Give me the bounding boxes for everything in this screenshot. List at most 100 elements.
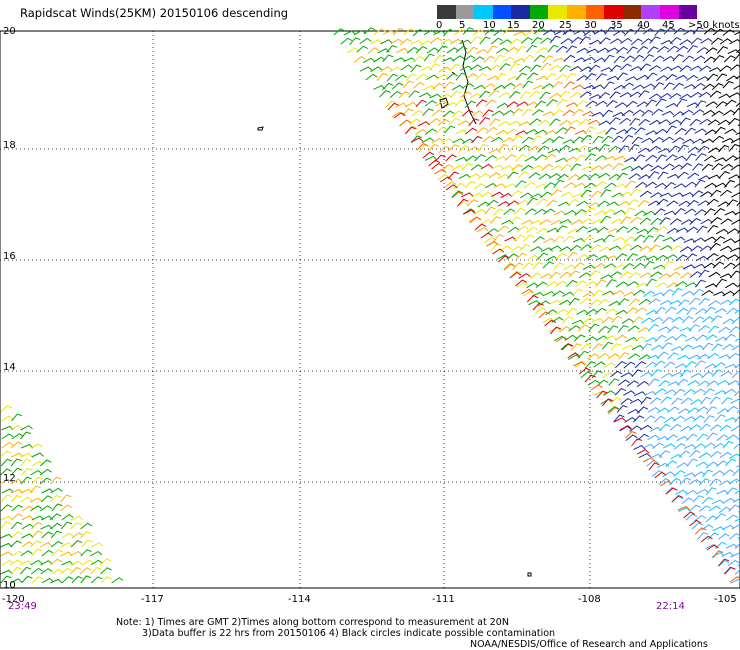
wind-barb	[641, 137, 654, 144]
wind-barb	[681, 109, 694, 116]
wind-barb	[706, 380, 719, 387]
wind-barb	[681, 497, 694, 505]
wind-barb	[698, 91, 711, 98]
wind-barb	[667, 406, 680, 413]
wind-barb	[470, 36, 482, 44]
wind-barb	[732, 498, 740, 503]
wind-barb	[584, 207, 596, 216]
wind-barb	[620, 243, 633, 251]
wind-barb	[496, 102, 509, 109]
wind-barb	[720, 218, 733, 225]
wind-barb	[690, 398, 703, 406]
wind-barb	[693, 388, 706, 395]
wind-barb	[652, 82, 665, 90]
wind-barb	[645, 278, 657, 287]
wind-barb	[659, 423, 671, 432]
wind-barb	[716, 489, 729, 495]
wind-barb	[0, 515, 13, 521]
wind-barb	[704, 182, 717, 189]
wind-barb	[390, 38, 403, 45]
wind-barb	[623, 55, 635, 63]
wind-barb	[0, 405, 12, 413]
wind-barb	[679, 369, 692, 378]
wind-barb	[697, 353, 710, 360]
wind-barb	[577, 324, 590, 332]
wind-barb	[689, 271, 702, 278]
wind-barb	[520, 164, 534, 172]
wind-barb	[519, 243, 531, 252]
colorbar-label: 35	[610, 20, 623, 31]
wind-barb	[509, 62, 521, 71]
wind-barb	[512, 82, 525, 90]
wind-barb	[649, 244, 661, 252]
wind-barb	[687, 407, 700, 414]
wind-barb	[583, 182, 597, 189]
wind-barb	[476, 127, 489, 134]
wind-barb	[694, 527, 707, 535]
wind-barb	[504, 183, 517, 189]
wind-barb	[731, 192, 740, 198]
wind-barb	[478, 66, 492, 72]
wind-barb	[50, 530, 62, 539]
wind-barb	[636, 406, 649, 414]
wind-barb	[622, 262, 635, 270]
wind-barb	[625, 434, 638, 441]
wind-barb	[598, 91, 611, 99]
wind-barb	[727, 559, 740, 567]
coastline	[257, 39, 532, 577]
wind-barb	[448, 117, 461, 125]
wind-barb	[521, 136, 534, 144]
wind-barb	[373, 28, 386, 35]
wind-barb	[649, 119, 662, 126]
wind-barb	[621, 165, 634, 171]
wind-barb	[562, 316, 574, 324]
wind-barb	[528, 172, 541, 179]
wind-barb	[20, 431, 32, 440]
wind-barb	[568, 325, 581, 332]
wind-barb	[618, 352, 630, 360]
wind-barb	[559, 271, 572, 279]
wind-barb	[599, 37, 611, 45]
wind-barb	[662, 288, 675, 296]
wind-barb	[701, 289, 714, 296]
wind-barb	[724, 179, 736, 188]
wind-barb	[691, 522, 704, 530]
wind-barb	[677, 505, 691, 511]
wind-barb	[724, 99, 737, 107]
wind-barb	[576, 47, 589, 54]
wind-barb	[716, 73, 728, 82]
wind-barb	[503, 208, 516, 216]
wind-barb	[563, 81, 575, 89]
wind-barb	[647, 324, 660, 332]
wind-barb	[19, 452, 33, 458]
wind-barb	[503, 82, 516, 89]
wind-barb	[10, 452, 24, 458]
wind-barb	[591, 84, 605, 90]
wind-barb	[604, 182, 617, 189]
wind-barb	[724, 417, 737, 422]
wind-barb	[446, 47, 459, 54]
wind-barb	[630, 165, 644, 172]
wind-barb	[468, 216, 481, 223]
wind-barb	[543, 208, 556, 215]
wind-barb	[441, 164, 454, 172]
wind-barb	[409, 118, 422, 126]
wind-barb	[559, 219, 572, 224]
wind-barb	[735, 101, 740, 107]
wind-barb	[639, 424, 653, 431]
wind-barb	[657, 462, 670, 469]
wind-barb	[700, 191, 713, 198]
wind-barb	[726, 514, 738, 521]
wind-barb	[473, 208, 487, 215]
wind-barb	[558, 144, 571, 152]
y-tick-20: 20	[3, 26, 16, 37]
wind-barb	[477, 143, 489, 152]
wind-barb	[640, 396, 652, 405]
wind-barb	[693, 55, 706, 62]
wind-barb	[616, 172, 628, 181]
wind-barb	[675, 254, 688, 262]
wind-barb	[363, 27, 376, 35]
wind-barb	[490, 216, 502, 224]
wind-barb	[605, 127, 617, 135]
wind-barb	[648, 171, 660, 179]
